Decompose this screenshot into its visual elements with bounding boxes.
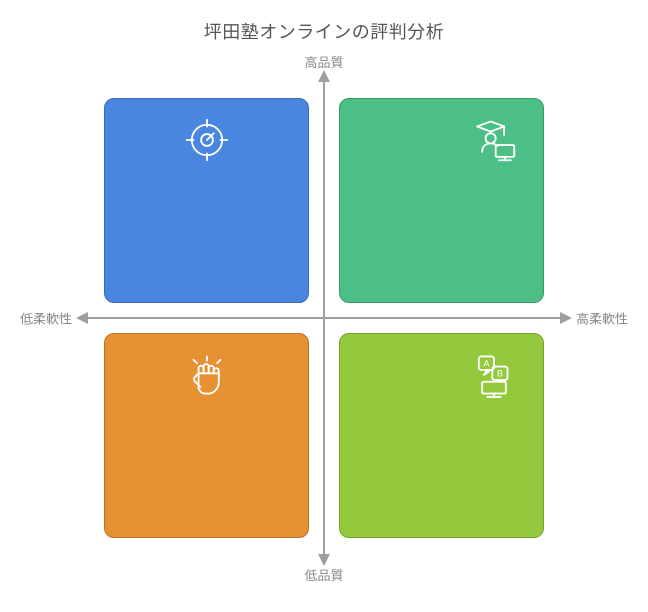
axis-label-left: 低柔軟性 bbox=[20, 309, 72, 328]
svg-text:A: A bbox=[483, 359, 490, 369]
quadrant-top-left bbox=[104, 98, 309, 303]
axis-label-top: 高品質 bbox=[304, 52, 343, 71]
axis-label-right: 高柔軟性 bbox=[576, 309, 628, 328]
axis-horizontal bbox=[86, 317, 562, 319]
quadrant-bottom-left bbox=[104, 333, 309, 538]
quadrant-top-right bbox=[339, 98, 544, 303]
arrow-left-icon bbox=[76, 312, 88, 324]
ab-screen-icon: A B bbox=[467, 348, 521, 402]
quadrant-chart: 高品質 低品質 低柔軟性 高柔軟性 bbox=[64, 58, 584, 578]
axis-label-bottom: 低品質 bbox=[304, 565, 343, 584]
arrow-right-icon bbox=[560, 312, 572, 324]
quadrant-bottom-right: A B bbox=[339, 333, 544, 538]
page-title: 坪田塾オンラインの評判分析 bbox=[0, 0, 648, 44]
svg-text:B: B bbox=[497, 369, 503, 379]
graduate-icon bbox=[467, 113, 521, 167]
target-icon bbox=[180, 113, 234, 167]
arrow-up-icon bbox=[318, 70, 330, 82]
fist-icon bbox=[180, 348, 234, 402]
